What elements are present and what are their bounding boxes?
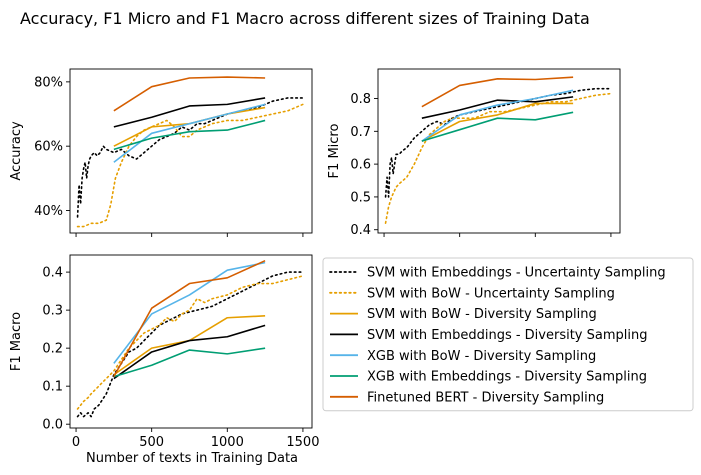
series-line xyxy=(421,76,574,108)
legend: SVM with Embeddings - Uncertainty Sampli… xyxy=(322,257,694,412)
y-axis-label: F1 Micro xyxy=(327,124,342,179)
legend-entry: XGB with Embeddings - Diversity Sampling xyxy=(367,370,647,385)
y-tick-label: 0.7 xyxy=(350,125,371,140)
series-line xyxy=(76,97,304,218)
legend-entry: SVM with Embeddings - Diversity Sampling xyxy=(367,328,647,343)
y-axis-label: Accuracy xyxy=(9,121,24,181)
legend-entry: SVM with BoW - Diversity Sampling xyxy=(367,307,597,322)
x-tick-label: 0 xyxy=(72,435,80,450)
x-tick-label: 1000 xyxy=(211,435,244,450)
series-line xyxy=(384,92,612,224)
y-tick-label: 0.6 xyxy=(350,158,371,173)
series-line xyxy=(421,111,574,142)
y-tick-label: 0.5 xyxy=(350,190,371,205)
y-tick-label: 0.1 xyxy=(42,380,63,395)
y-tick-label: 0.4 xyxy=(350,223,371,238)
x-tick-label: 1500 xyxy=(286,435,319,450)
axes-frame xyxy=(69,68,313,234)
series-line xyxy=(76,103,304,228)
axes-frame xyxy=(377,68,621,234)
x-axis-label: Number of texts in Training Data xyxy=(86,451,298,466)
y-tick-label: 0.4 xyxy=(42,266,63,281)
y-tick-label: 0.8 xyxy=(350,92,371,107)
series-line xyxy=(113,259,266,378)
chart-top-right: 0.4 0.5 0.6 0.7 0.8 F1 Micro xyxy=(327,68,621,238)
y-tick-label: 0.3 xyxy=(42,304,63,319)
series-line xyxy=(113,119,266,151)
series-line xyxy=(113,103,266,163)
y-tick-label: 60% xyxy=(34,140,63,155)
y-tick-label: 40% xyxy=(34,204,63,219)
series-line xyxy=(421,102,574,142)
series-line xyxy=(76,275,304,410)
y-tick-label: 0.2 xyxy=(42,342,63,357)
y-tick-label: 80% xyxy=(34,75,63,90)
series-line xyxy=(421,89,574,142)
figure-title: Accuracy, F1 Micro and F1 Macro across d… xyxy=(20,9,590,28)
legend-entry: XGB with BoW - Diversity Sampling xyxy=(367,349,596,364)
series-line xyxy=(113,76,266,112)
series-line xyxy=(113,97,266,128)
legend-box xyxy=(322,257,694,412)
axes-frame xyxy=(69,254,313,429)
y-tick-label: 0.0 xyxy=(42,418,63,433)
legend-entry: SVM with Embeddings - Uncertainty Sampli… xyxy=(367,266,666,281)
legend-entry: SVM with BoW - Uncertainty Sampling xyxy=(367,286,615,301)
series-line xyxy=(113,347,266,378)
x-tick-label: 500 xyxy=(139,435,164,450)
legend-entry: Finetuned BERT - Diversity Sampling xyxy=(367,390,604,405)
y-axis-label: F1 Macro xyxy=(9,312,24,371)
series-line xyxy=(421,96,574,119)
chart-bottom-left: 0 500 1000 1500 0.0 0.1 0.2 0.3 0.4 F1 Macro Numbe… xyxy=(9,254,319,466)
chart-top-left: 40% 60% 80% Accuracy xyxy=(9,68,313,237)
series-line xyxy=(113,324,266,380)
series-line xyxy=(76,271,304,418)
